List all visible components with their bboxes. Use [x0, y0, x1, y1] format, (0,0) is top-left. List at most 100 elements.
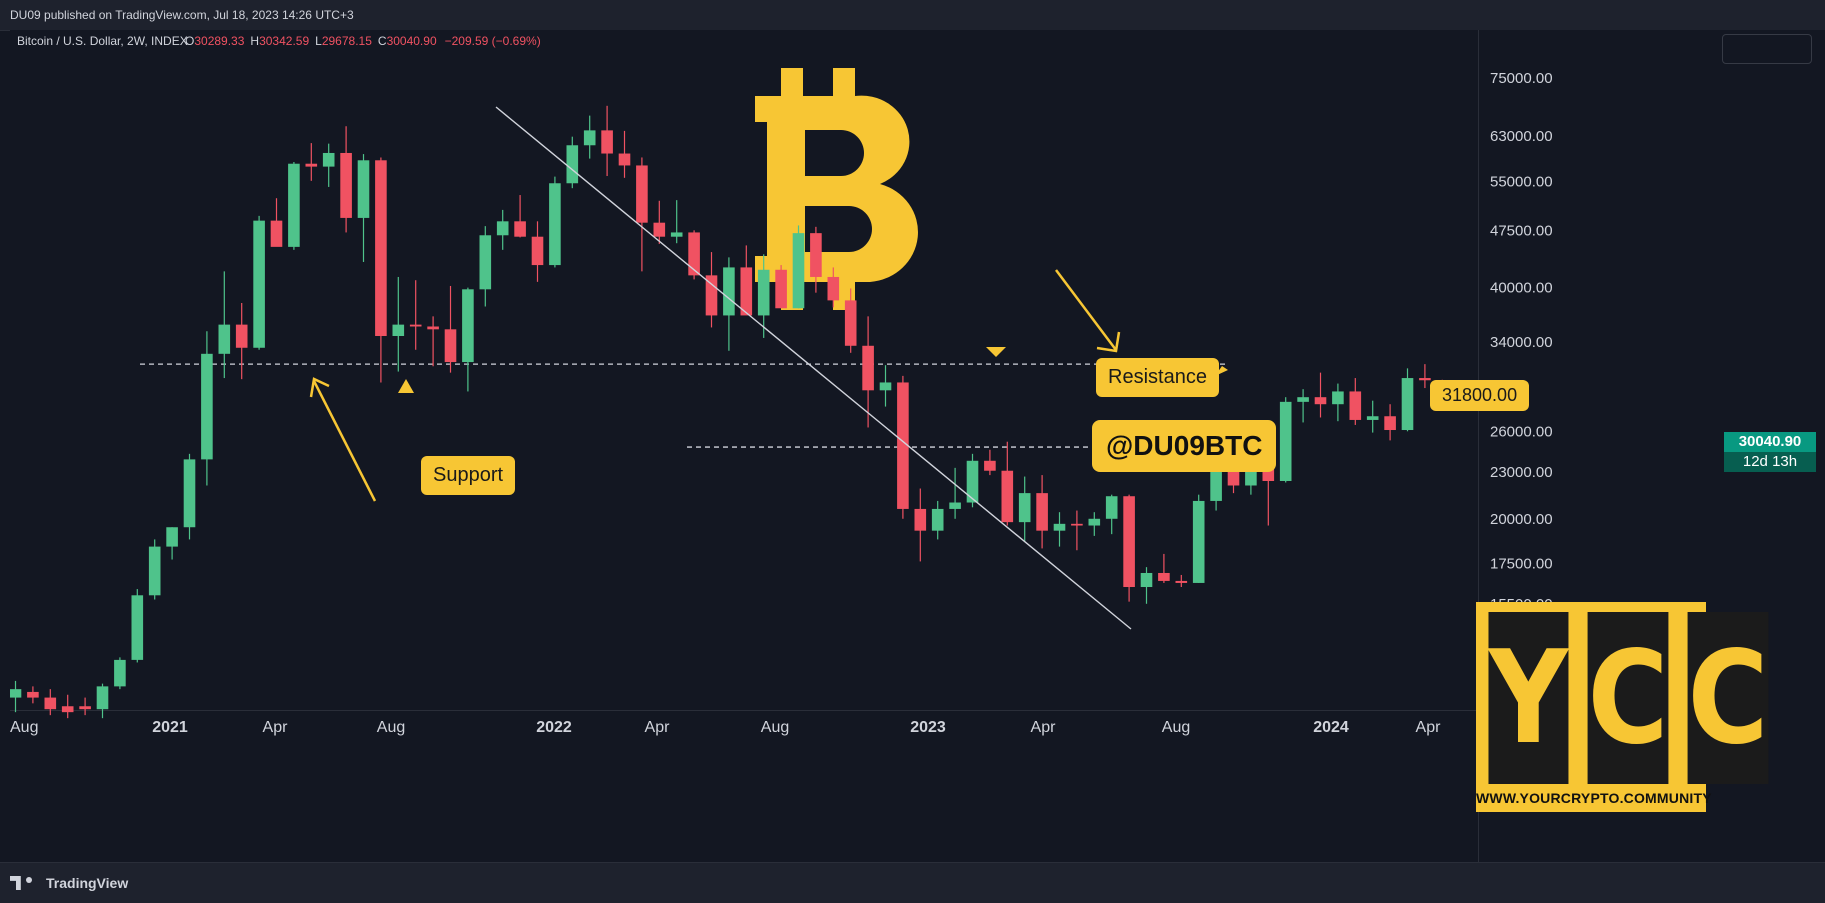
candle-body: [1140, 572, 1153, 588]
level-callout: 31800.00: [1430, 380, 1530, 411]
candle-body: [270, 220, 283, 247]
current-price: 30040.90: [1738, 433, 1802, 450]
candle-body: [566, 145, 579, 184]
candle-body: [723, 267, 735, 316]
candle-body: [618, 153, 631, 166]
candle-body: [966, 460, 979, 503]
logo-letter-c: C: [1587, 612, 1669, 784]
tradingview-logo-icon[interactable]: TradingView: [10, 875, 128, 891]
x-tick-label: Apr: [1031, 719, 1057, 736]
candle-body: [253, 220, 265, 348]
candle-body: [288, 163, 300, 247]
candle-body: [792, 233, 805, 309]
resistance-callout: Resistance: [1096, 358, 1219, 397]
y-tick-label: 75000.00: [1490, 70, 1553, 87]
candle-body: [409, 324, 422, 327]
candle-body: [1088, 518, 1101, 526]
candle-body: [96, 686, 109, 710]
candle-body: [740, 267, 753, 316]
candle-body: [496, 221, 509, 236]
candle-body: [340, 152, 352, 218]
y-tick-label: 47500.00: [1490, 222, 1553, 239]
candle-body: [1175, 580, 1188, 583]
chart-frame[interactable]: Bitcoin / U.S. Dollar, 2W, INDEX O30289.…: [10, 30, 1825, 862]
candle-body: [114, 659, 126, 687]
candle-body: [1036, 493, 1048, 531]
candle-body: [148, 546, 161, 596]
candle-body: [462, 289, 474, 363]
publish-text: DU09 published on TradingView.com, Jul 1…: [10, 8, 354, 22]
candle-body: [775, 269, 787, 309]
candle-body: [235, 324, 248, 348]
candle-body: [131, 595, 144, 660]
candle-body: [1053, 523, 1066, 531]
resistance-callout-pointer: [986, 347, 1006, 357]
candle-body: [549, 183, 561, 266]
candle-body: [1192, 500, 1205, 583]
candle-body: [897, 382, 909, 509]
candle-body: [636, 165, 648, 223]
y-tick-label: 34000.00: [1490, 334, 1553, 351]
candle-body: [827, 276, 840, 301]
candle-body: [305, 163, 318, 167]
x-tick-label: Apr: [263, 719, 289, 736]
candle-body: [1245, 460, 1257, 486]
candle-body: [392, 324, 405, 336]
x-tick-label: Aug: [1162, 719, 1190, 736]
candle-body: [479, 235, 492, 290]
resistance-arrow-head: [1096, 331, 1121, 353]
y-tick-label: 23000.00: [1490, 464, 1553, 481]
candle-body: [427, 326, 439, 330]
price-chart[interactable]: Bitcoin / U.S. Dollar, 2W, INDEX O30289.…: [10, 30, 1825, 862]
candle-body: [218, 324, 231, 354]
candle-body: [1366, 416, 1379, 420]
x-tick-label: Apr: [645, 719, 671, 736]
candle-body: [670, 232, 683, 237]
candle-body: [322, 152, 335, 167]
candle-body: [931, 508, 944, 531]
resistance-arrow: [1055, 269, 1117, 351]
candle-body: [653, 222, 666, 237]
candle-body: [1279, 401, 1292, 481]
candle-body: [44, 697, 57, 710]
candle-body: [357, 160, 370, 218]
candle-body: [1158, 572, 1170, 581]
x-tick-label: Aug: [10, 719, 38, 736]
x-tick-label: 2022: [536, 719, 572, 736]
x-tick-label: Aug: [761, 719, 789, 736]
candle-body: [1349, 391, 1362, 420]
candle-body: [1297, 397, 1309, 402]
candle-body: [879, 382, 892, 391]
support-callout: Support: [421, 456, 516, 495]
candle-body: [1419, 378, 1431, 381]
candle-body: [61, 706, 74, 713]
candle-body: [862, 345, 874, 391]
candle-body: [201, 353, 213, 460]
x-tick-label: Aug: [377, 719, 405, 736]
candle-body: [583, 130, 596, 146]
candle-body: [1384, 416, 1396, 431]
candle-body: [1401, 378, 1414, 431]
candle-body: [1018, 493, 1031, 523]
x-tick-label: 2023: [910, 719, 946, 736]
support-arrow: [312, 380, 377, 502]
y-tick-label: 63000.00: [1490, 128, 1553, 145]
logo-letter-y: Y: [1488, 612, 1569, 784]
candle-body: [1314, 397, 1327, 405]
chart-settings-box[interactable]: [1722, 34, 1812, 64]
candle-body: [1071, 523, 1083, 526]
support-callout-pointer: [398, 379, 414, 393]
candle-body: [705, 275, 718, 316]
brand-name: TradingView: [46, 875, 129, 891]
x-tick-label: 2024: [1313, 719, 1349, 736]
candle-body: [1105, 496, 1118, 519]
candle-body: [1123, 496, 1135, 588]
support-arrow-head: [309, 377, 330, 398]
candle-body: [375, 160, 387, 336]
candle-body: [531, 236, 544, 266]
candle-body: [1001, 470, 1014, 523]
twitter-handle: @DU09BTC: [1092, 420, 1277, 472]
candle-body: [757, 269, 770, 316]
candle-body: [10, 689, 22, 698]
y-tick-label: 20000.00: [1490, 511, 1553, 528]
